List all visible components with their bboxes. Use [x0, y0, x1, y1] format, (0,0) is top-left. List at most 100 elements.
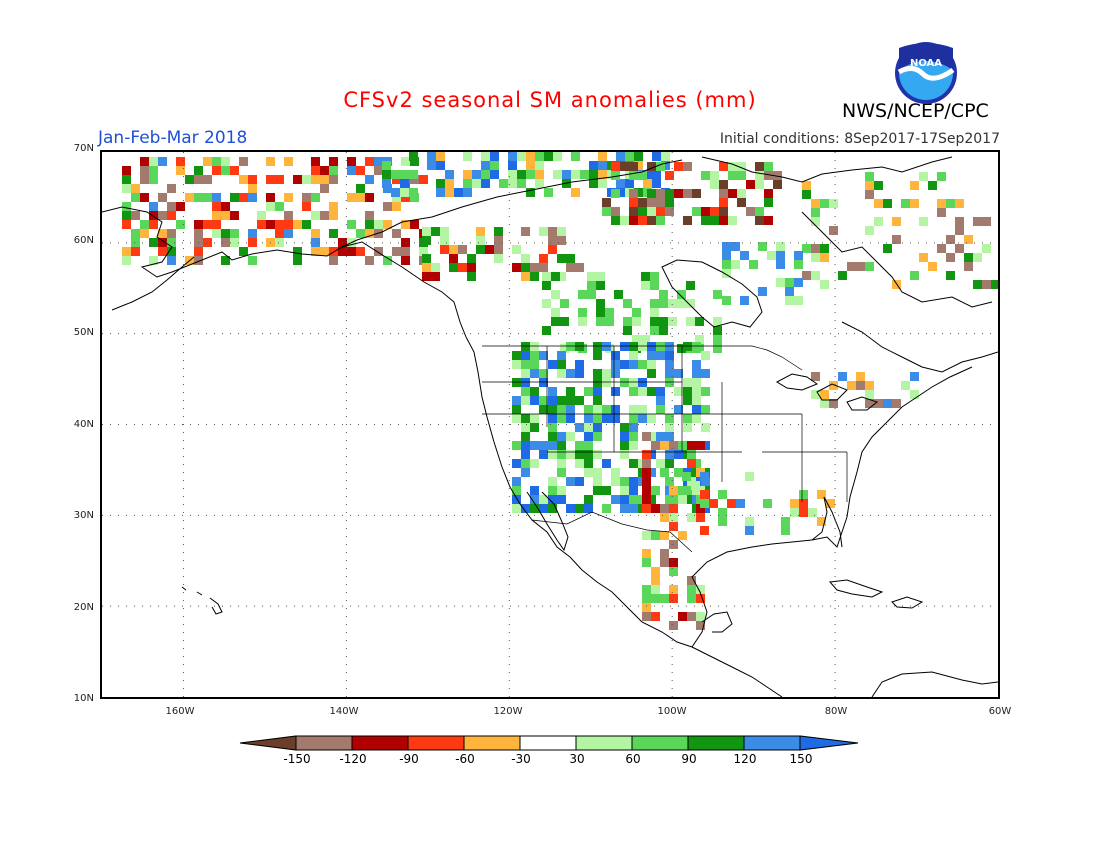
anomaly-cell [284, 229, 293, 238]
anomaly-cell [571, 152, 580, 161]
anomaly-cell [642, 531, 651, 540]
anomaly-cell [311, 238, 320, 247]
anomaly-cell [548, 236, 557, 245]
anomaly-cell [122, 247, 131, 256]
anomaly-cell [140, 175, 149, 184]
anomaly-cell [440, 245, 449, 254]
anomaly-cell [400, 170, 409, 179]
anomaly-cell [659, 290, 668, 299]
anomaly-cell [422, 272, 431, 281]
anomaly-cell [764, 198, 773, 207]
anomaly-cell [575, 396, 584, 405]
anomaly-cell [652, 179, 661, 188]
anomaly-cell [401, 157, 410, 166]
anomaly-cell [266, 157, 275, 166]
anomaly-cell [776, 278, 785, 287]
anomaly-cell [593, 450, 602, 459]
anomaly-cell [584, 387, 593, 396]
anomaly-cell [548, 227, 557, 236]
anomaly-cell [494, 254, 503, 263]
anomaly-cell [481, 161, 490, 170]
anomaly-cell [347, 247, 356, 256]
anomaly-cell [629, 414, 638, 423]
anomaly-cell [718, 517, 727, 526]
anomaly-cell [598, 179, 607, 188]
anomaly-cell [571, 170, 580, 179]
anomaly-cell [365, 220, 374, 229]
anomaly-cell [445, 170, 454, 179]
anomaly-cell [521, 272, 530, 281]
anomaly-cell [149, 256, 158, 265]
anomaly-cell [419, 247, 428, 256]
anomaly-cell [329, 175, 338, 184]
anomaly-cell [602, 504, 611, 513]
anomaly-cell [512, 378, 521, 387]
lat-label: 40N [73, 419, 94, 430]
anomaly-cell [656, 207, 665, 216]
anomaly-cell [982, 280, 991, 289]
anomaly-cell [401, 193, 410, 202]
anomaly-cell [131, 238, 140, 247]
legend-arrow-low [239, 735, 297, 751]
anomaly-cell [728, 189, 737, 198]
lon-label: 60W [988, 706, 1012, 717]
anomaly-cell [481, 152, 490, 161]
anomaly-cell [737, 189, 746, 198]
anomaly-cell [892, 217, 901, 226]
anomaly-cell [365, 175, 374, 184]
anomaly-cell [167, 238, 176, 247]
anomaly-cell [566, 414, 575, 423]
anomaly-cell [656, 342, 665, 351]
anomaly-cell [946, 235, 955, 244]
anomaly-cell [557, 254, 566, 263]
anomaly-cell [194, 256, 203, 265]
anomaly-cell [203, 193, 212, 202]
anomaly-cell [530, 396, 539, 405]
anomaly-cell [683, 486, 692, 495]
anomaly-cell [659, 299, 668, 308]
anomaly-cell [578, 317, 587, 326]
anomaly-cell [320, 247, 329, 256]
anomaly-cell [623, 317, 632, 326]
anomaly-cell [656, 189, 665, 198]
anomaly-cell [548, 441, 557, 450]
lon-label: 100W [657, 706, 687, 717]
anomaly-cell [722, 260, 731, 269]
anomaly-cell [629, 171, 638, 180]
anomaly-cell [642, 603, 651, 612]
anomaly-cell [302, 202, 311, 211]
anomaly-cell [683, 423, 692, 432]
anomaly-cell [687, 450, 696, 459]
anomaly-cell [293, 220, 302, 229]
anomaly-cell [383, 220, 392, 229]
anomaly-cell [642, 558, 651, 567]
anomaly-cell [811, 199, 820, 208]
anomaly-cell [212, 193, 221, 202]
anomaly-cell [356, 229, 365, 238]
anomaly-cell [634, 152, 643, 161]
anomaly-cell [638, 387, 647, 396]
anomaly-cell [728, 171, 737, 180]
anomaly-cell [131, 229, 140, 238]
anomaly-cell [794, 251, 803, 260]
anomaly-cell [383, 202, 392, 211]
anomaly-cell [122, 166, 131, 175]
anomaly-cell [620, 477, 629, 486]
anomaly-cell [731, 242, 740, 251]
anomaly-cell [311, 247, 320, 256]
legend-label: 90 [681, 752, 697, 766]
anomaly-cell [647, 387, 656, 396]
anomaly-cell [302, 175, 311, 184]
anomaly-cell [347, 193, 356, 202]
anomaly-cell [773, 180, 782, 189]
anomaly-cell [865, 226, 874, 235]
anomaly-cell [811, 253, 820, 262]
anomaly-cell [347, 157, 356, 166]
anomaly-cell [176, 166, 185, 175]
anomaly-cell [557, 396, 566, 405]
anomaly-cell [410, 193, 419, 202]
anomaly-cell [562, 170, 571, 179]
anomaly-cell [660, 504, 669, 513]
anomaly-cell [611, 369, 620, 378]
anomaly-cell [329, 157, 338, 166]
